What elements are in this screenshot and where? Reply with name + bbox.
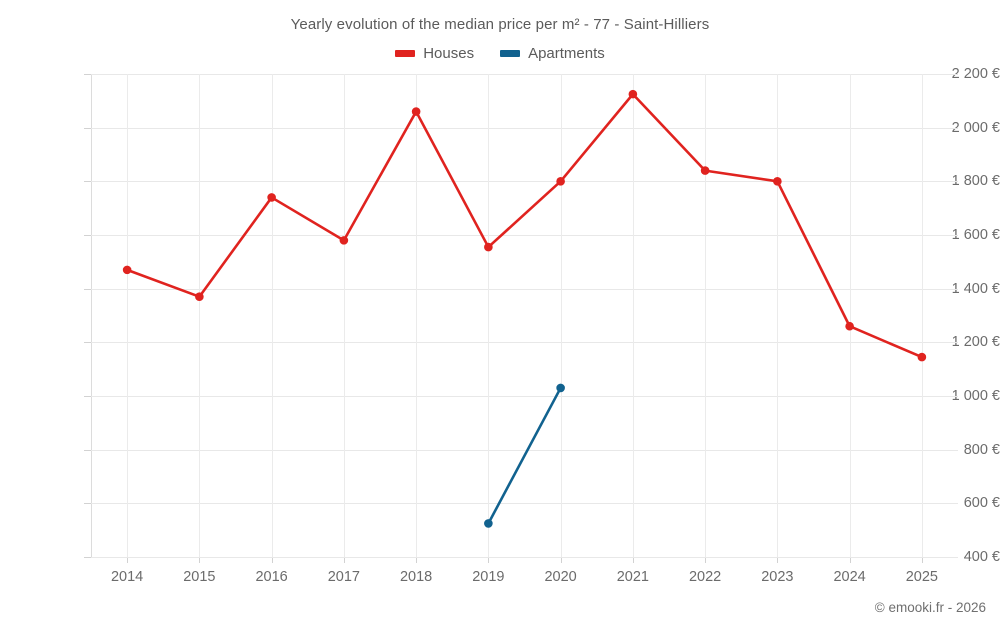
data-point-houses-2017[interactable] (336, 232, 352, 248)
y-axis-tick-label: 2 200 € (951, 66, 1000, 82)
data-point-houses-2023[interactable] (769, 173, 785, 189)
x-axis-tick-mark (271, 557, 273, 563)
legend-item-apartments[interactable]: Apartments (500, 45, 605, 62)
x-axis-tick-label: 2023 (761, 569, 794, 585)
legend-label-houses: Houses (423, 45, 475, 62)
x-axis-tick-label: 2017 (327, 569, 361, 585)
data-point-houses-2021[interactable] (625, 86, 641, 102)
gridline-vertical (199, 74, 201, 557)
plot-area (91, 74, 958, 558)
chart-legend: Houses Apartments (0, 45, 1000, 62)
gridline-horizontal (91, 127, 958, 129)
y-axis-tick-mark (84, 127, 91, 129)
gridline-vertical (849, 74, 851, 557)
gridline-horizontal (91, 181, 958, 183)
x-axis-tick-mark (416, 557, 418, 563)
x-axis-tick-mark (199, 557, 201, 563)
chart-title: Yearly evolution of the median price per… (290, 16, 710, 33)
legend-label-apartments: Apartments (528, 45, 605, 62)
x-axis-tick-label: 2024 (833, 569, 866, 585)
data-point-houses-2022[interactable] (697, 163, 713, 179)
gridline-vertical (127, 74, 129, 557)
x-axis-tick-label: 2016 (255, 569, 288, 585)
y-axis-tick-mark (84, 74, 91, 75)
y-axis-tick-label: 1 600 € (951, 227, 1000, 243)
gridline-vertical (271, 74, 273, 557)
gridline-horizontal (91, 288, 958, 290)
y-axis-tick-label: 1 800 € (951, 173, 1000, 190)
x-axis-tick-mark (560, 557, 562, 563)
gridline-horizontal (91, 342, 958, 344)
y-axis-tick-label: 600 € (963, 495, 1000, 512)
x-axis-tick-mark (849, 557, 851, 563)
legend-swatch-apartments (500, 50, 521, 57)
x-axis-tick-label: 2022 (688, 569, 722, 585)
gridline-horizontal (91, 503, 958, 505)
data-point-houses-2024[interactable] (842, 318, 858, 334)
data-point-houses-2020[interactable] (553, 173, 569, 189)
x-axis-tick-mark (705, 557, 707, 563)
data-point-houses-2016[interactable] (264, 189, 280, 205)
gridline-vertical (343, 74, 345, 557)
y-axis-tick-label: 400 € (963, 549, 1000, 565)
x-axis-tick-mark (343, 557, 345, 563)
x-axis-tick-label: 2019 (472, 569, 505, 585)
y-axis-tick-mark (84, 235, 91, 236)
y-axis-tick-mark (84, 449, 91, 451)
x-axis-tick-label: 2021 (616, 569, 650, 585)
x-axis-tick-mark (777, 557, 779, 563)
x-axis-tick-label: 2015 (183, 569, 216, 585)
gridline-vertical (560, 74, 562, 557)
y-axis-tick-mark (84, 181, 91, 183)
x-axis-tick-label: 2018 (399, 569, 433, 585)
gridline-vertical (416, 74, 418, 557)
x-axis-tick-mark (127, 557, 129, 563)
gridline-horizontal (91, 235, 958, 236)
gridline-vertical (632, 74, 634, 557)
x-axis-tick-label: 2025 (905, 569, 939, 585)
x-axis-tick-mark (921, 557, 923, 563)
y-axis-tick-label: 1 200 € (951, 334, 1000, 351)
y-axis-tick-mark (84, 557, 91, 558)
y-axis-tick-label: 1 000 € (951, 388, 1000, 404)
gridline-horizontal (91, 74, 958, 75)
data-point-houses-2019[interactable] (480, 239, 496, 255)
legend-swatch-houses (395, 50, 416, 57)
y-axis-tick-mark (84, 288, 91, 290)
y-axis-tick-label: 1 400 € (951, 280, 1000, 297)
legend-item-houses[interactable]: Houses (395, 45, 474, 62)
data-point-apartments-2020[interactable] (553, 380, 569, 396)
gridline-vertical (488, 74, 490, 557)
x-axis-tick-label: 2014 (110, 569, 144, 585)
x-axis-tick-mark (488, 557, 490, 563)
y-axis-tick-mark (84, 396, 91, 397)
gridline-horizontal (91, 557, 958, 558)
x-axis-tick-mark (632, 557, 634, 563)
data-point-houses-2015[interactable] (191, 289, 207, 305)
footer-credit: © emooki.fr - 2026 (874, 600, 986, 615)
gridline-horizontal (91, 449, 958, 451)
y-axis-tick-mark (84, 342, 91, 344)
gridline-horizontal (91, 396, 958, 397)
data-point-houses-2014[interactable] (119, 262, 135, 278)
gridline-vertical (921, 74, 923, 557)
gridline-vertical (705, 74, 707, 557)
data-point-houses-2025[interactable] (914, 349, 930, 365)
data-point-houses-2018[interactable] (408, 104, 424, 120)
y-axis-line (91, 74, 92, 558)
y-axis-tick-mark (84, 503, 91, 505)
x-axis-tick-label: 2020 (544, 569, 577, 585)
data-point-apartments-2019[interactable] (480, 515, 496, 531)
y-axis-tick-label: 800 € (963, 441, 1000, 458)
y-axis-tick-label: 2 000 € (951, 119, 1000, 136)
gridline-vertical (777, 74, 779, 557)
